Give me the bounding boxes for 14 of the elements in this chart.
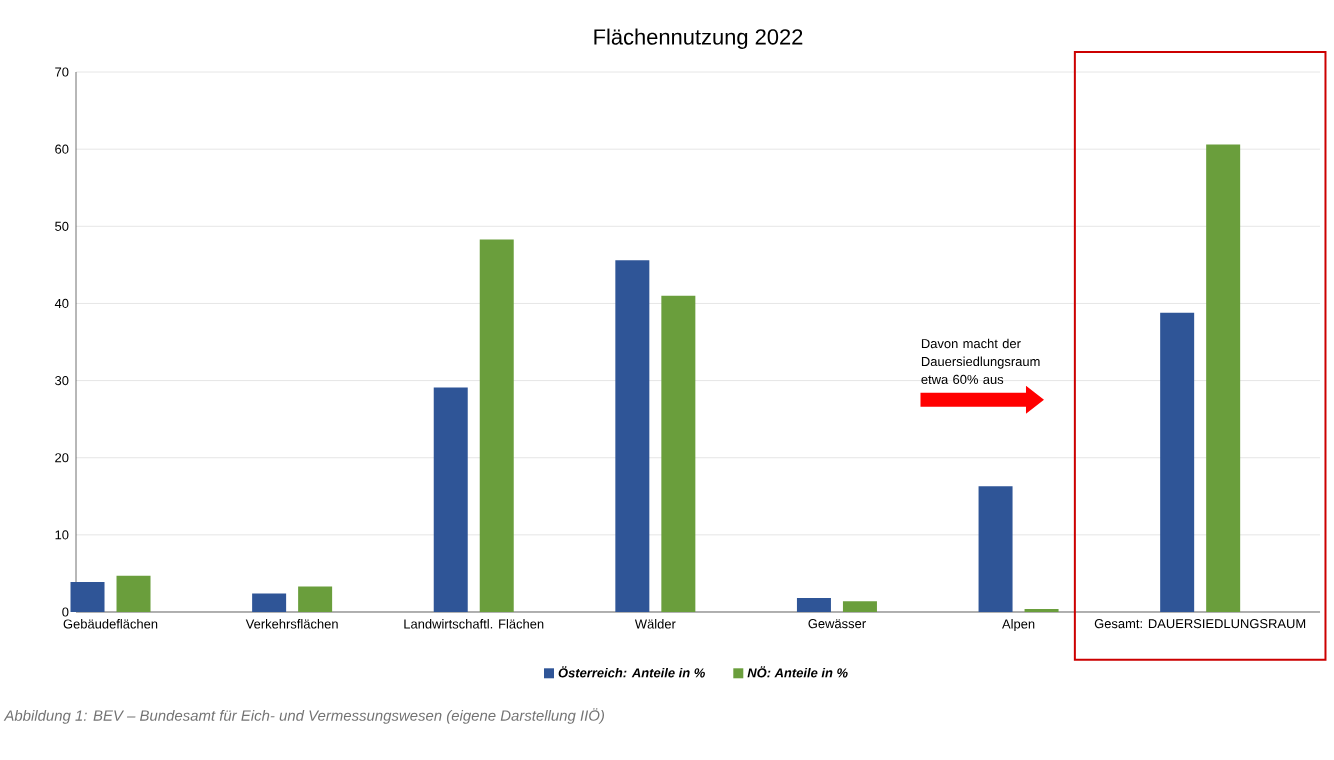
- bar: [298, 586, 333, 612]
- bar: [842, 601, 877, 612]
- bar: [479, 239, 514, 612]
- bar: [1206, 144, 1241, 612]
- bar: [433, 387, 468, 612]
- bar: [116, 575, 151, 612]
- bar: [978, 486, 1013, 612]
- bar: [615, 260, 650, 612]
- bar: [70, 581, 105, 612]
- bar: [661, 295, 696, 612]
- bar: [252, 593, 287, 612]
- bar: [796, 598, 831, 612]
- chart-title: Flächennutzung 2022: [594, 28, 803, 49]
- bar: [1160, 312, 1195, 612]
